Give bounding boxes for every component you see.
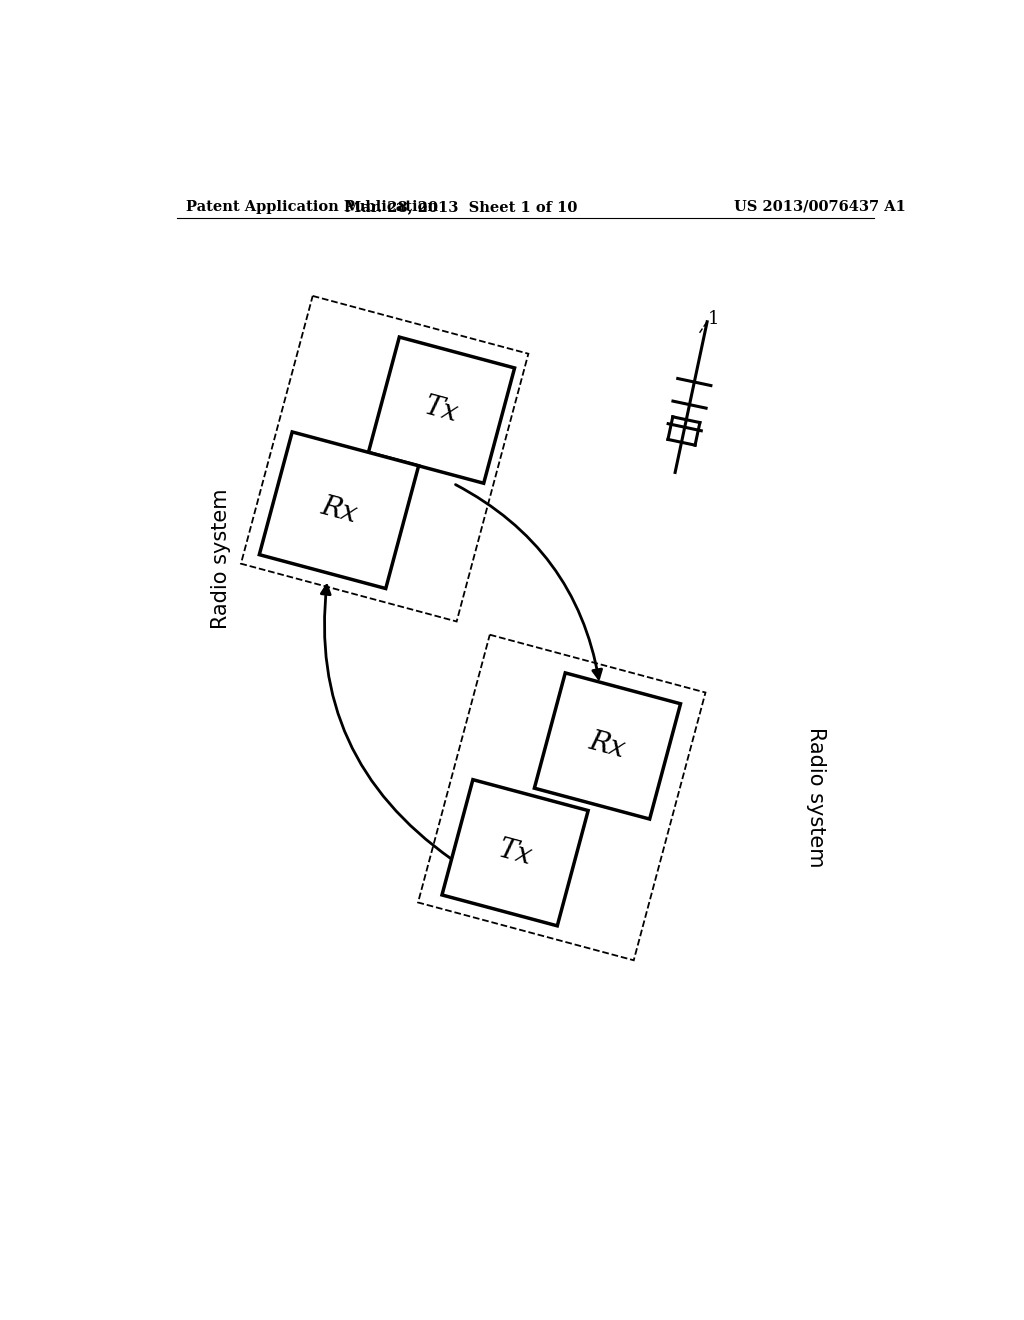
Text: Tx: Tx: [495, 836, 536, 870]
FancyArrowPatch shape: [456, 484, 601, 678]
Polygon shape: [259, 432, 419, 589]
FancyArrowPatch shape: [322, 585, 452, 859]
Polygon shape: [369, 337, 515, 483]
Text: Mar. 28, 2013  Sheet 1 of 10: Mar. 28, 2013 Sheet 1 of 10: [345, 199, 578, 214]
Text: Radio system: Radio system: [806, 727, 826, 867]
Text: US 2013/0076437 A1: US 2013/0076437 A1: [734, 199, 905, 214]
Text: Radio system: Radio system: [211, 488, 231, 630]
Text: Rx: Rx: [587, 729, 629, 764]
Text: Tx: Tx: [422, 393, 462, 428]
Text: Rx: Rx: [317, 492, 360, 528]
Polygon shape: [442, 780, 588, 925]
Polygon shape: [535, 673, 681, 818]
Text: 1: 1: [708, 310, 720, 327]
Text: Patent Application Publication: Patent Application Publication: [186, 199, 438, 214]
